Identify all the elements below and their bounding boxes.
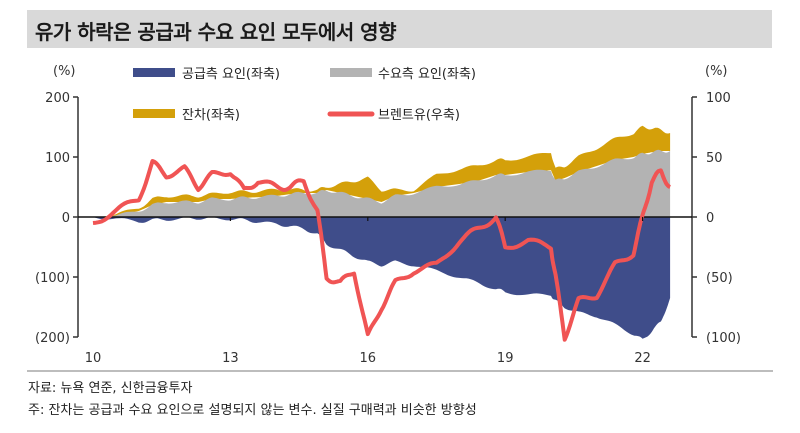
left-tick-label: 0 (62, 211, 70, 226)
supply-area (93, 217, 671, 339)
left-axis-unit: (%) (53, 64, 76, 79)
legend-swatch-residual (133, 109, 175, 118)
footnote: 주: 잔차는 공급과 수요 요인으로 설명되지 않는 변수. 실질 구매력과 비… (28, 403, 477, 418)
footer-divider (27, 370, 773, 372)
x-axis: 10 13 16 19 22 (85, 351, 651, 366)
demand-area (93, 149, 671, 219)
right-tick-label: (50) (706, 271, 733, 286)
x-tick-label: 10 (85, 351, 102, 366)
left-axis: 200 100 0 (100) (200) (35, 91, 78, 346)
right-tick-label: 100 (706, 91, 731, 106)
title-bar: 유가 하락은 공급과 수요 요인 모두에서 영향 (27, 10, 489, 48)
right-tick-label: 50 (706, 151, 723, 166)
residual-area (93, 125, 671, 218)
x-tick-label: 16 (360, 351, 377, 366)
left-tick-label: 200 (45, 91, 70, 106)
left-tick-label: (100) (35, 271, 70, 286)
right-axis-unit: (%) (705, 64, 728, 79)
right-tick-label: 0 (706, 211, 714, 226)
legend-label-brent: 브렌트유(우축) (378, 108, 460, 123)
legend-swatch-demand (330, 68, 372, 77)
legend-label-supply: 공급측 요인(좌축) (182, 67, 280, 82)
x-tick-label: 22 (634, 351, 651, 366)
right-tick-label: (100) (706, 331, 741, 346)
chart-title: 유가 하락은 공급과 수요 요인 모두에서 영향 (35, 20, 396, 44)
legend: 공급측 요인(좌축) 수요측 요인(좌축) 잔차(좌축) 브렌트유(우축) (133, 67, 476, 123)
x-tick-label: 13 (222, 351, 239, 366)
source-note: 자료: 뉴욕 연준, 신한금융투자 (28, 381, 193, 396)
x-tick-label: 19 (497, 351, 514, 366)
left-tick-label: 100 (45, 151, 70, 166)
title-bar-extension (489, 10, 772, 48)
right-axis: 100 50 0 (50) (100) (692, 91, 741, 346)
legend-swatch-supply (133, 68, 175, 77)
plot-area (78, 125, 692, 342)
left-tick-label: (200) (35, 331, 70, 346)
legend-label-residual: 잔차(좌축) (182, 108, 240, 123)
brent-line (92, 159, 671, 342)
legend-label-demand: 수요측 요인(좌축) (378, 67, 476, 82)
